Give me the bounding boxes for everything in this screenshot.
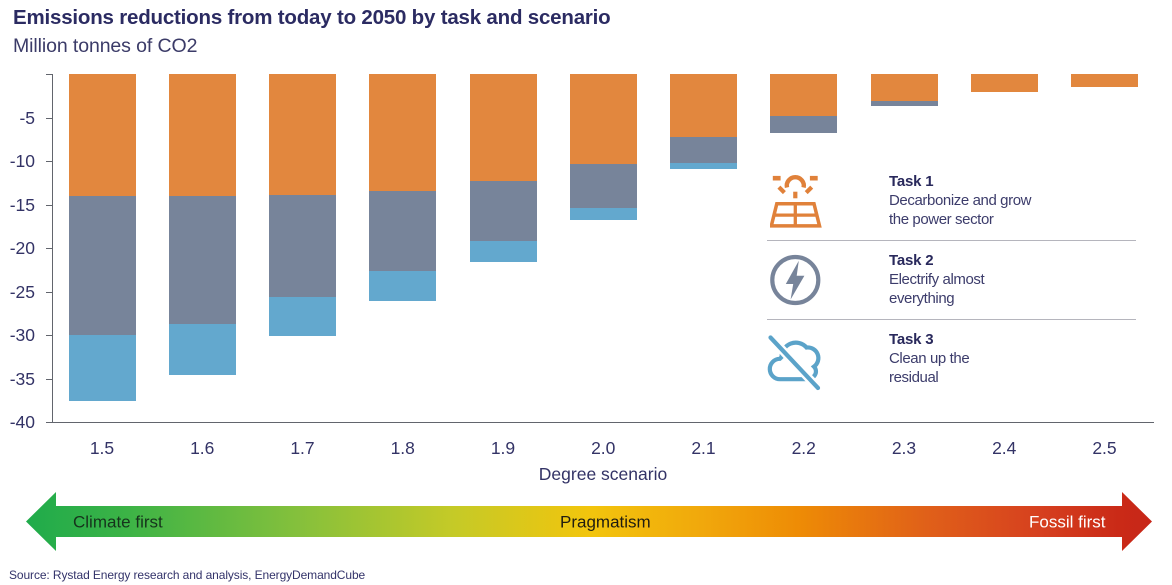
svg-text:Climate first: Climate first [73, 513, 163, 532]
svg-text:Pragmatism: Pragmatism [560, 513, 651, 532]
svg-text:Fossil first: Fossil first [1029, 513, 1106, 532]
